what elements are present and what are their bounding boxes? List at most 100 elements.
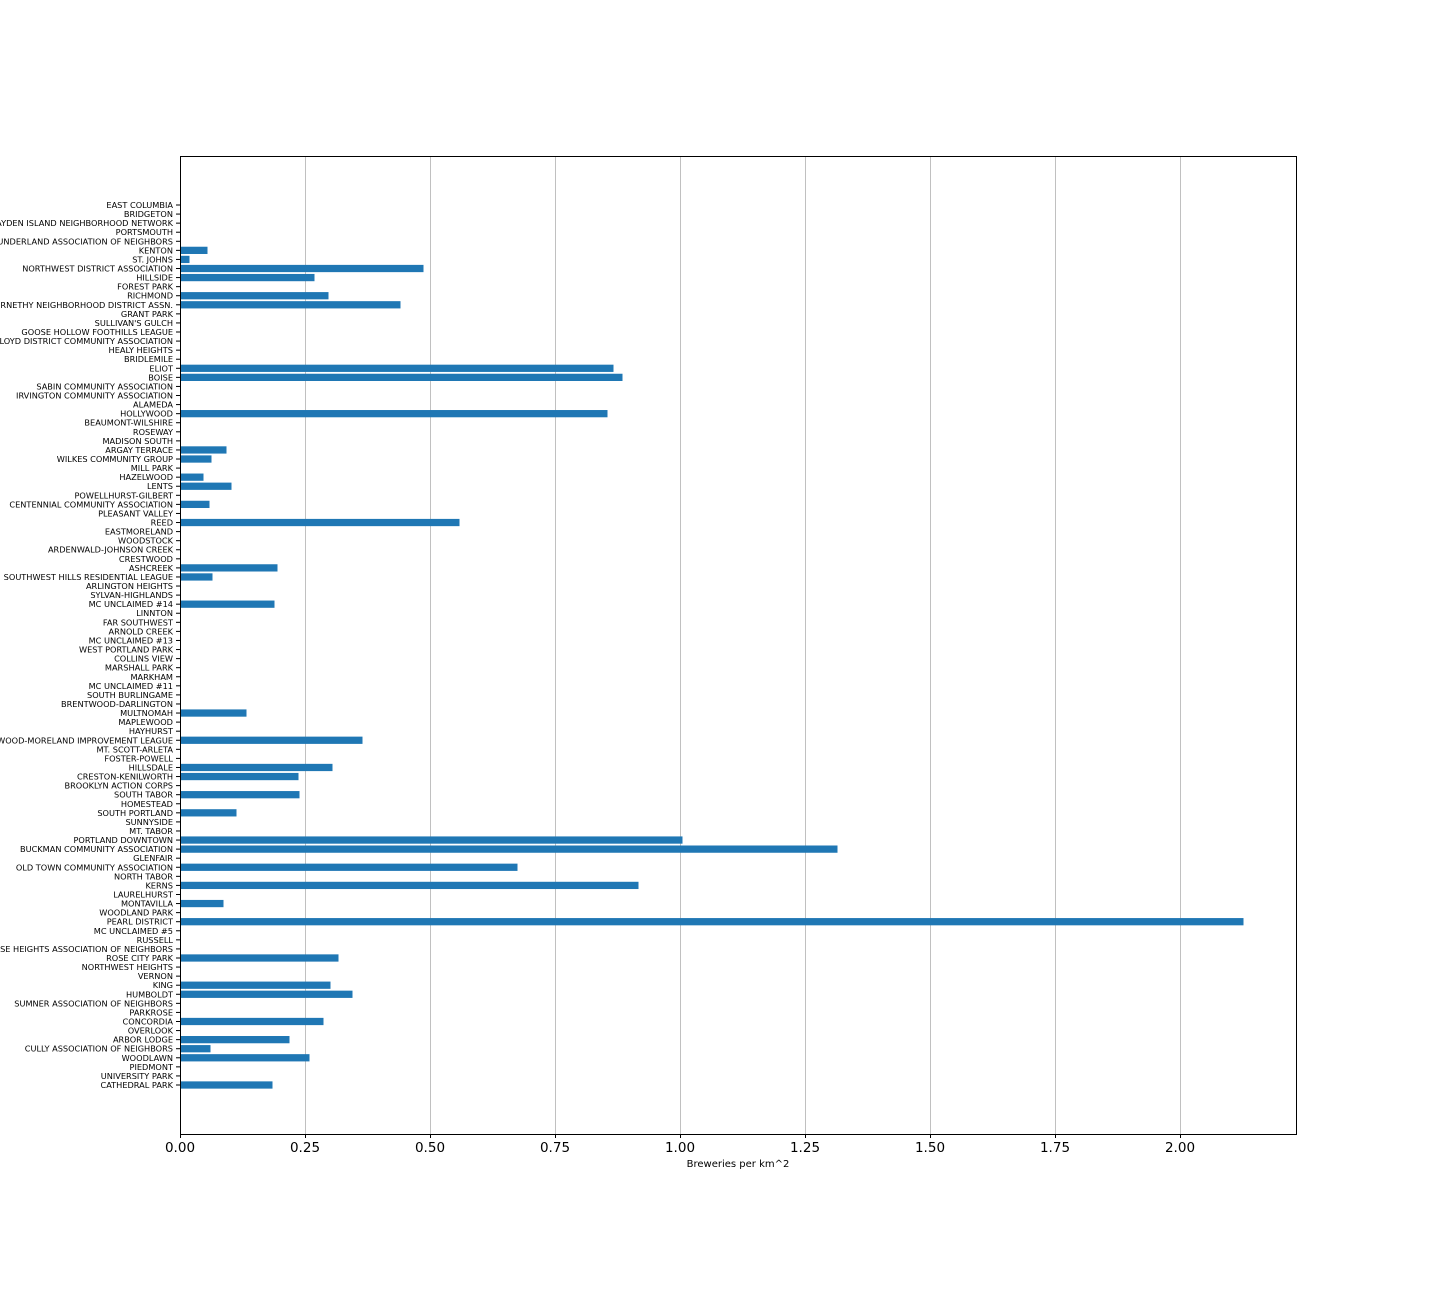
- y-tick-label: BRIDGETON: [124, 209, 173, 219]
- y-tick-label: BROOKLYN ACTION CORPS: [64, 781, 173, 791]
- y-tick-label: PORTLAND DOWNTOWN: [74, 835, 174, 845]
- y-tick-label: SOUTH BURLINGAME: [87, 690, 173, 700]
- bar: [180, 292, 329, 300]
- y-tick-label: IRVINGTON COMMUNITY ASSOCIATION: [16, 391, 173, 401]
- y-tick-label: UNIVERSITY PARK: [101, 1071, 174, 1081]
- y-tick-label: GOOSE HOLLOW FOOTHILLS LEAGUE: [21, 327, 173, 337]
- y-tick-label: COLLINS VIEW: [114, 654, 173, 664]
- bar: [180, 1081, 273, 1089]
- bar: [180, 473, 204, 481]
- y-tick-label: GLENFAIR: [133, 853, 173, 863]
- y-tick-label: VERNON: [138, 971, 173, 981]
- y-tick-label: EASTMORELAND: [105, 527, 173, 537]
- y-tick-label: LAURELHURST: [113, 889, 174, 899]
- bar: [180, 845, 838, 853]
- y-tick-label: SOUTH PORTLAND: [97, 808, 173, 818]
- y-tick-label: PARKROSE: [129, 1007, 173, 1017]
- y-tick-label: FAR SOUTHWEST: [103, 617, 174, 627]
- y-tick-label: MC UNCLAIMED #11: [89, 681, 173, 691]
- y-tick-label: FOREST PARK: [117, 282, 174, 292]
- y-tick-label: OVERLOOK: [128, 1026, 174, 1036]
- y-tick-label: SUMNER ASSOCIATION OF NEIGHBORS: [14, 998, 173, 1008]
- bar: [180, 772, 299, 781]
- y-tick-label: ROSE CITY PARK: [106, 953, 174, 963]
- y-tick-label: GRANT PARK: [121, 309, 174, 319]
- y-tick-label: SULLIVAN'S GULCH: [95, 318, 173, 328]
- x-tick-label: 1.00: [665, 1140, 695, 1156]
- bar: [180, 364, 614, 372]
- x-tick-label: 1.50: [915, 1140, 945, 1156]
- y-tick-label: WOODLAND PARK: [99, 908, 173, 918]
- bar: [180, 246, 208, 254]
- y-tick-label: MARSHALL PARK: [105, 663, 174, 673]
- y-tick-label: ARDENWALD-JOHNSON CREEK: [48, 545, 174, 555]
- y-tick-label: WILKES COMMUNITY GROUP: [57, 454, 173, 464]
- y-tick-label: SUNNYSIDE: [125, 817, 173, 827]
- y-tick-label: WEST PORTLAND PARK: [79, 645, 174, 655]
- y-tick-label: HAZELWOOD: [119, 472, 173, 482]
- y-tick-label: MC UNCLAIMED #13: [89, 635, 173, 645]
- y-tick-label: ROSEWAY: [133, 427, 174, 437]
- y-tick-label: MC UNCLAIMED #14: [89, 599, 173, 609]
- y-tick-label: ROSE HEIGHTS ASSOCIATION OF NEIGHBORS: [0, 944, 173, 954]
- y-tick-label: SYLVAN-HIGHLANDS: [90, 590, 173, 600]
- bar: [180, 410, 608, 418]
- y-tick-label: ELIOT: [149, 363, 174, 373]
- y-tick-label: SABIN COMMUNITY ASSOCIATION: [36, 381, 173, 391]
- y-tick-label: FOSTER-POWELL: [104, 753, 173, 763]
- y-tick-label: WOODLAWN: [122, 1053, 173, 1063]
- bar: [180, 899, 224, 908]
- bar: [180, 809, 237, 817]
- y-tick-label: BRIDLEMILE: [124, 354, 173, 364]
- x-tick-label: 0.00: [165, 1140, 195, 1156]
- y-tick-label: BRENTWOOD-DARLINGTON: [61, 699, 173, 709]
- y-tick-label: ALAMEDA: [133, 400, 173, 410]
- plot-frame: [180, 156, 1297, 1135]
- y-tick-label: CATHEDRAL PARK: [100, 1080, 173, 1090]
- bar: [180, 763, 333, 772]
- y-tick-label: NORTH TABOR: [114, 871, 173, 881]
- y-tick-label: LLOYD DISTRICT COMMUNITY ASSOCIATION: [0, 336, 173, 346]
- y-tick-label: REED: [151, 518, 173, 528]
- y-tick-label: OLD TOWN COMMUNITY ASSOCIATION: [16, 862, 173, 872]
- bar: [180, 791, 300, 799]
- y-tick-label: CONCORDIA: [123, 1016, 174, 1026]
- bar: [180, 863, 518, 871]
- x-tick-label: 0.25: [290, 1140, 320, 1156]
- bars: [180, 246, 1244, 1089]
- bar: [180, 836, 683, 844]
- y-tick-label: HILLSIDE: [136, 273, 173, 283]
- bar: [180, 736, 363, 744]
- y-tick-label: MT. SCOTT-ARLETA: [96, 744, 173, 754]
- y-tick-label: MAPLEWOOD: [118, 717, 173, 727]
- bar: [180, 709, 247, 717]
- y-tick-label: EAST COLUMBIA: [106, 200, 173, 210]
- y-tick-label: POWELLHURST-GILBERT: [74, 490, 174, 500]
- x-tick-label: 1.25: [790, 1140, 820, 1156]
- bar: [180, 373, 623, 381]
- bar: [180, 482, 232, 490]
- y-tick-label: HEALY HEIGHTS: [109, 345, 173, 355]
- y-tick-label: ABERNETHY NEIGHBORHOOD DISTRICT ASSN.: [0, 300, 173, 310]
- y-tick-label: PEARL DISTRICT: [107, 917, 174, 927]
- bar: [180, 1036, 290, 1044]
- y-tick-label: ARLINGTON HEIGHTS: [86, 581, 173, 591]
- y-tick-label: HOMESTEAD: [121, 799, 173, 809]
- y-tick-label: HOLLYWOOD: [120, 409, 173, 419]
- y-tick-label: NORTHWEST DISTRICT ASSOCIATION: [22, 264, 173, 274]
- bar: [180, 273, 315, 282]
- y-tick-label: NORTHWEST HEIGHTS: [82, 962, 173, 972]
- y-tick-label: MC UNCLAIMED #5: [94, 926, 173, 936]
- y-tick-label: HUMBOLDT: [126, 989, 174, 999]
- bar: [180, 573, 213, 581]
- bar: [180, 881, 639, 890]
- y-tick-label: ARNOLD CREEK: [109, 626, 174, 636]
- y-tick-label: HAYDEN ISLAND NEIGHBORHOOD NETWORK: [0, 218, 174, 228]
- x-tick-label: 0.50: [415, 1140, 445, 1156]
- bar: [180, 918, 1244, 926]
- bar: [180, 301, 401, 309]
- bar: [180, 1054, 310, 1062]
- y-tick-label: CULLY ASSOCIATION OF NEIGHBORS: [25, 1044, 173, 1054]
- y-tick-label: KERNS: [145, 880, 173, 890]
